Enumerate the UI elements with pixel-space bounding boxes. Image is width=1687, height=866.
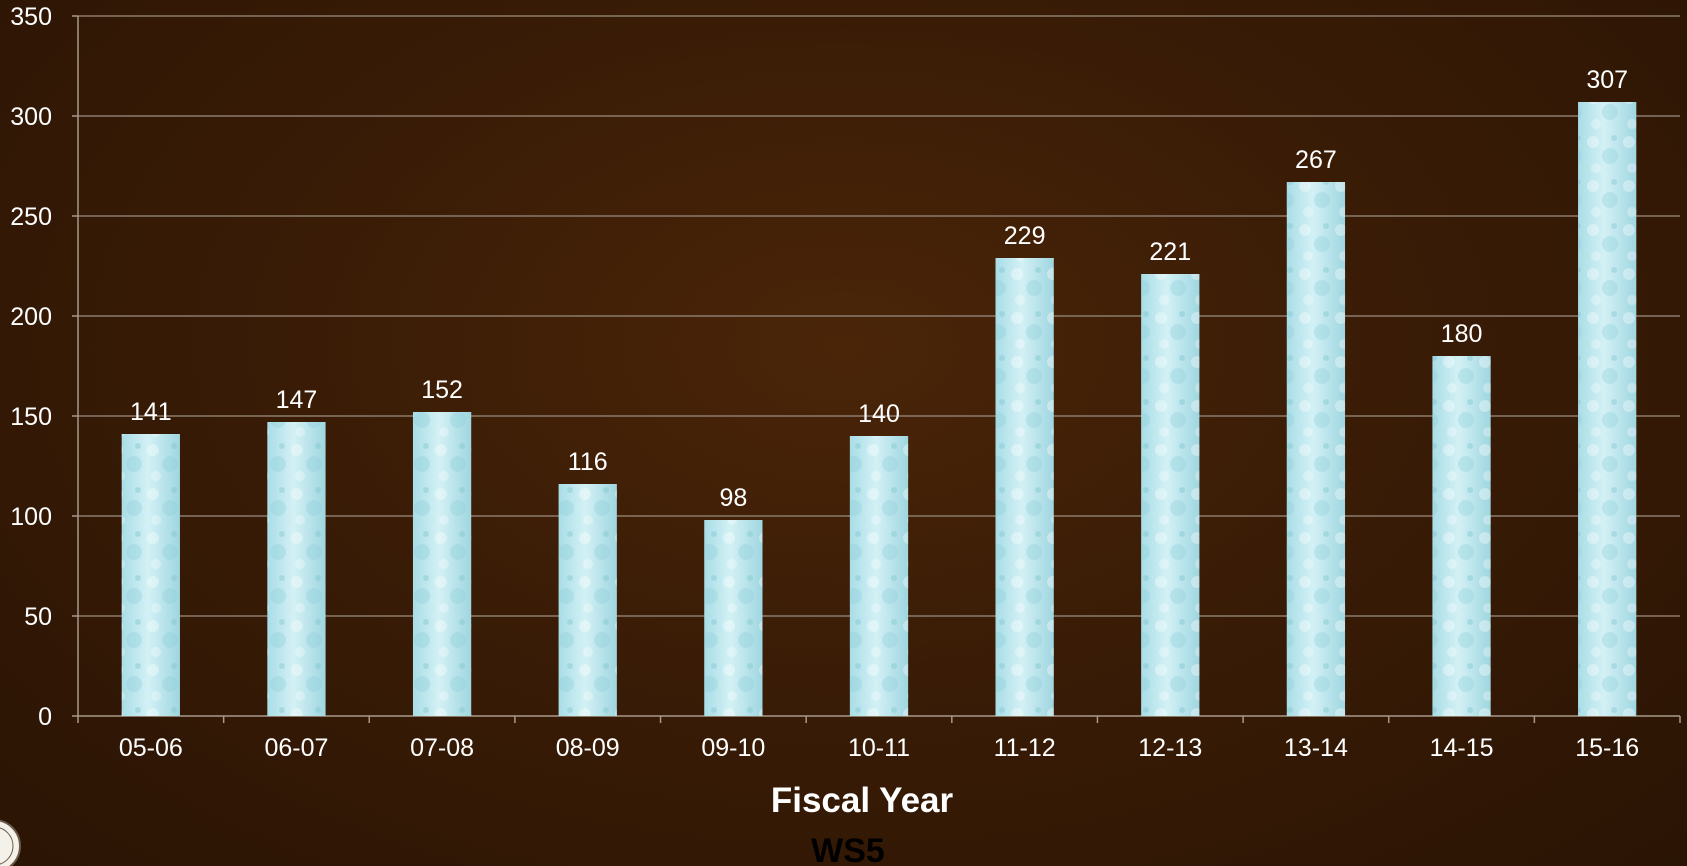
bar-06-07 — [267, 422, 326, 716]
bar-12-13 — [1141, 274, 1200, 716]
data-label: 307 — [1586, 66, 1628, 94]
seal-logo — [0, 819, 21, 866]
bar-10-11 — [849, 436, 909, 716]
y-tick-label: 300 — [10, 103, 52, 131]
y-tick-label: 50 — [24, 603, 52, 631]
bar-texture — [849, 436, 909, 716]
x-tick-label: 09-10 — [701, 734, 765, 762]
bar-07-08 — [412, 412, 472, 716]
bar-texture — [1141, 274, 1200, 716]
x-tick-label: 14-15 — [1430, 734, 1494, 762]
gridlines — [72, 15, 1680, 717]
x-tick-label: 11-12 — [994, 734, 1056, 762]
data-label: 116 — [568, 448, 608, 476]
bar-texture — [558, 484, 617, 716]
bar-texture — [1286, 182, 1346, 716]
bar-texture — [267, 422, 326, 716]
bar-13-14 — [1286, 182, 1346, 716]
y-tick-label: 350 — [10, 3, 52, 31]
data-label: 152 — [421, 376, 463, 404]
data-label: 267 — [1295, 146, 1337, 174]
x-tick-label: 13-14 — [1284, 734, 1348, 762]
data-labels: 141 147 152 116 98 140 229 221 267 180 307 — [130, 66, 1628, 512]
bar-09-10 — [704, 520, 763, 716]
y-tick-labels: 0 50 100 150 200 250 300 350 — [10, 3, 52, 731]
bar-texture — [121, 434, 180, 716]
x-tick-labels: 05-06 06-07 07-08 08-09 09-10 10-11 11-12 12-13… — [119, 734, 1639, 762]
y-tick-label: 0 — [38, 703, 52, 731]
bar-08-09 — [558, 484, 617, 716]
bar-texture — [704, 520, 763, 716]
y-tick-label: 200 — [10, 303, 52, 331]
bar-11-12 — [995, 258, 1054, 716]
x-tick-label: 12-13 — [1138, 734, 1202, 762]
y-tick-label: 150 — [10, 403, 52, 431]
x-axis-label: Fiscal Year — [771, 781, 954, 820]
data-label: 141 — [130, 398, 172, 426]
bar-texture — [1578, 102, 1637, 716]
bars — [121, 102, 1637, 716]
y-tick-label: 250 — [10, 203, 52, 231]
x-tick-label: 06-07 — [264, 734, 328, 762]
y-tick-label: 100 — [10, 503, 52, 531]
data-label: 98 — [719, 484, 747, 512]
bar-15-16 — [1578, 102, 1637, 716]
data-label: 140 — [858, 400, 900, 428]
data-label: 229 — [1004, 222, 1046, 250]
bar-texture — [1432, 356, 1491, 716]
data-label: 180 — [1441, 320, 1483, 348]
bar-texture — [412, 412, 472, 716]
bar-texture — [995, 258, 1054, 716]
bar-14-15 — [1432, 356, 1491, 716]
data-label: 221 — [1149, 238, 1191, 266]
x-tick-label: 10-11 — [848, 734, 910, 762]
bar-05-06 — [121, 434, 180, 716]
x-tick-label: 07-08 — [410, 734, 474, 762]
data-label: 147 — [276, 386, 318, 414]
footer-label: WS5 — [811, 832, 885, 866]
x-tick-label: 15-16 — [1575, 734, 1639, 762]
x-tick-label: 05-06 — [119, 734, 183, 762]
x-tick-label: 08-09 — [556, 734, 620, 762]
